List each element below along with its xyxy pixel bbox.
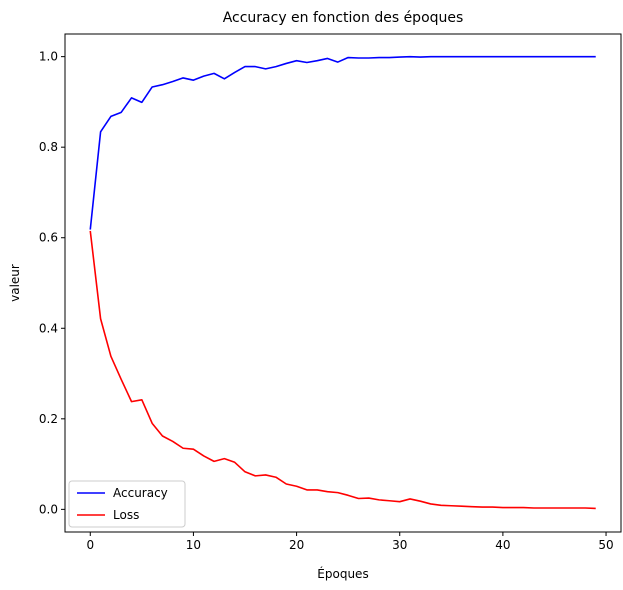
- series-line-loss: [89, 230, 596, 510]
- x-tick-label: 10: [186, 538, 201, 552]
- legend-label-accuracy: Accuracy: [113, 486, 168, 500]
- y-tick-label: 0.0: [39, 502, 58, 516]
- y-tick-label: 0.8: [39, 140, 58, 154]
- x-tick-label: 0: [86, 538, 94, 552]
- chart-title: Accuracy en fonction des époques: [223, 10, 464, 26]
- x-tick-label: 40: [495, 538, 510, 552]
- y-axis-label: valeur: [8, 264, 22, 302]
- x-axis-label: Époques: [317, 566, 368, 581]
- legend: Accuracy Loss: [68, 480, 186, 528]
- y-tick-label: 0.4: [39, 321, 58, 335]
- y-tick-label: 0.6: [39, 231, 58, 245]
- x-tick-label: 20: [289, 538, 304, 552]
- legend-label-loss: Loss: [113, 508, 139, 522]
- x-tick-label: 50: [598, 538, 613, 552]
- y-tick-label: 0.2: [39, 412, 58, 426]
- series-line-accuracy: [89, 55, 596, 230]
- y-tick-label: 1.0: [39, 50, 58, 64]
- plot-area: 0 10 20 30 40 50 0.0 0.2 0.4 0.6 0.8 1.0: [39, 33, 622, 552]
- plot-frame: [64, 33, 622, 533]
- x-tick-label: 30: [392, 538, 407, 552]
